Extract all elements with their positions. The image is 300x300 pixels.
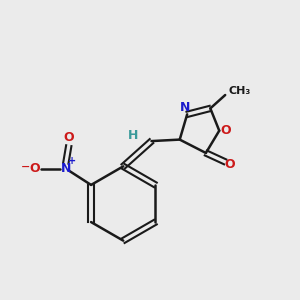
Text: CH₃: CH₃ [228, 85, 250, 96]
Text: O: O [224, 158, 235, 171]
Text: N: N [180, 101, 190, 114]
Text: O: O [220, 124, 231, 137]
Text: −: − [21, 162, 30, 172]
Text: N: N [61, 162, 71, 175]
Text: O: O [29, 162, 40, 175]
Text: H: H [128, 129, 138, 142]
Text: +: + [68, 156, 76, 166]
Text: O: O [64, 131, 74, 144]
